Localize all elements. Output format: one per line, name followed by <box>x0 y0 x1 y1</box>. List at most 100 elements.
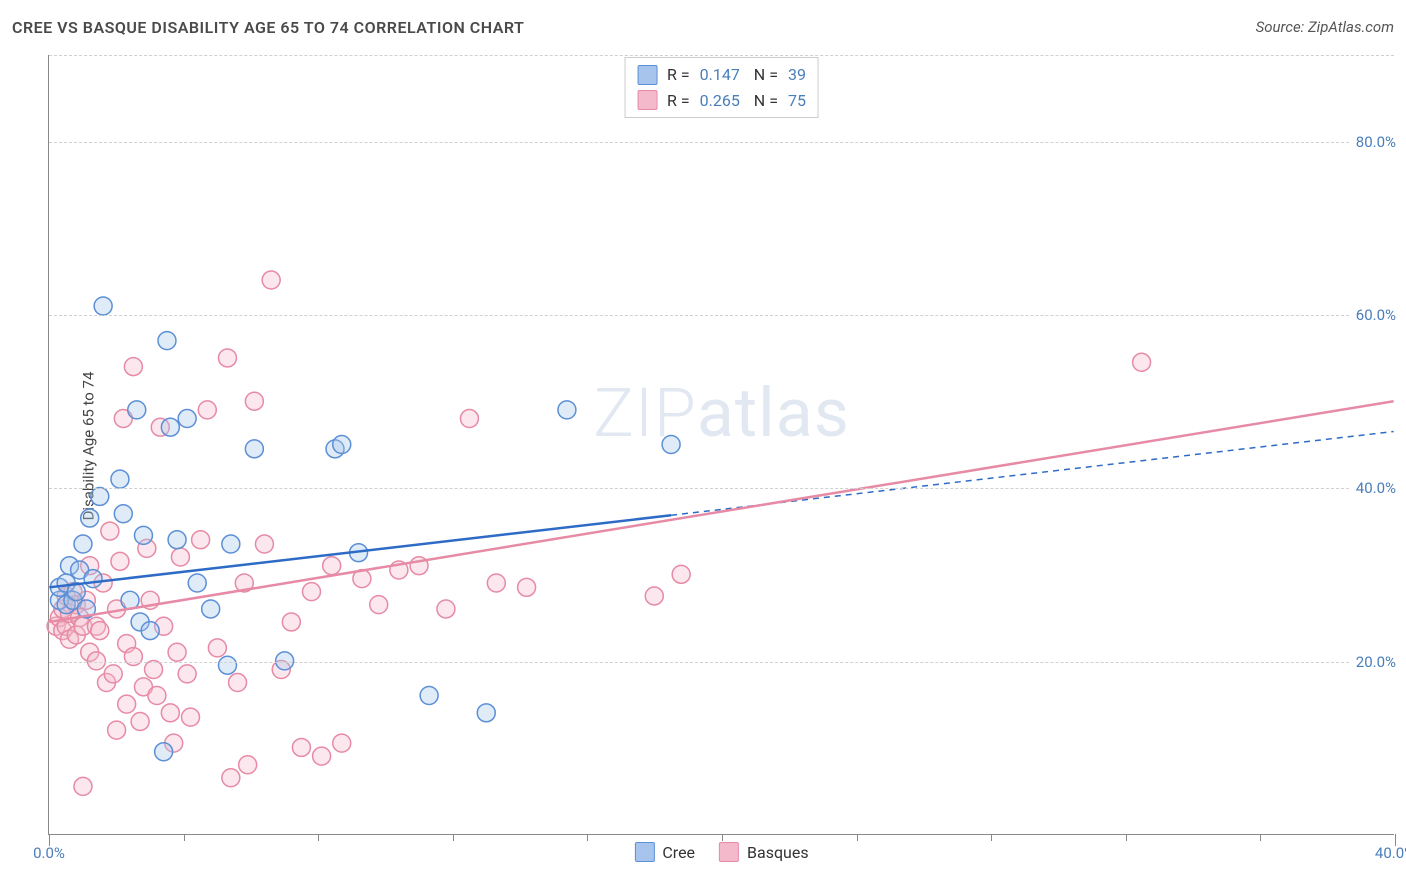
data-point-basques <box>198 401 216 419</box>
data-point-basques <box>182 708 200 726</box>
data-point-basques <box>255 535 273 553</box>
data-point-cree <box>161 418 179 436</box>
data-point-cree <box>202 600 220 618</box>
data-point-basques <box>108 721 126 739</box>
y-tick-label: 80.0% <box>1350 133 1396 151</box>
chart-source: Source: ZipAtlas.com <box>1256 18 1394 36</box>
x-tick-minor <box>1260 834 1261 841</box>
swatch-basques-icon <box>719 842 739 862</box>
n-value-basques: 75 <box>788 88 806 114</box>
data-point-basques <box>171 548 189 566</box>
data-point-cree <box>178 410 196 428</box>
data-point-cree <box>222 535 240 553</box>
gridline <box>49 315 1394 316</box>
plot-area: R = 0.147 N = 39 R = 0.265 N = 75 ZIPatl… <box>48 55 1394 835</box>
data-point-basques <box>303 583 321 601</box>
gridline <box>49 662 1394 663</box>
x-tick-minor <box>318 834 319 841</box>
data-point-basques <box>262 271 280 289</box>
data-point-cree <box>111 470 129 488</box>
x-tick-minor <box>991 834 992 841</box>
data-point-basques <box>111 552 129 570</box>
data-point-basques <box>118 695 136 713</box>
data-point-basques <box>245 392 263 410</box>
x-tick-label: 0.0% <box>33 844 65 862</box>
legend-item-cree: Cree <box>634 842 695 862</box>
data-point-cree <box>128 401 146 419</box>
data-point-basques <box>178 665 196 683</box>
data-point-cree <box>662 436 680 454</box>
data-point-basques <box>370 596 388 614</box>
y-tick-label: 20.0% <box>1350 653 1396 671</box>
data-point-cree <box>91 487 109 505</box>
swatch-cree-icon <box>634 842 654 862</box>
data-point-basques <box>222 769 240 787</box>
correlation-legend: R = 0.147 N = 39 R = 0.265 N = 75 <box>624 57 819 118</box>
x-tick-minor <box>722 834 723 841</box>
legend-label-basques: Basques <box>747 843 809 862</box>
scatter-svg <box>49 55 1394 834</box>
data-point-cree <box>84 570 102 588</box>
data-point-cree <box>477 704 495 722</box>
legend-item-basques: Basques <box>719 842 809 862</box>
data-point-cree <box>74 535 92 553</box>
data-point-basques <box>292 738 310 756</box>
gridline <box>49 488 1394 489</box>
data-point-basques <box>672 565 690 583</box>
data-point-basques <box>460 410 478 428</box>
data-point-cree <box>155 743 173 761</box>
data-point-basques <box>124 358 142 376</box>
y-tick-label: 40.0% <box>1350 479 1396 497</box>
data-point-cree <box>188 574 206 592</box>
r-value-cree: 0.147 <box>700 62 740 88</box>
data-point-basques <box>104 665 122 683</box>
data-point-cree <box>134 526 152 544</box>
data-point-basques <box>124 648 142 666</box>
swatch-cree <box>637 65 657 85</box>
data-point-basques <box>161 704 179 722</box>
n-value-cree: 39 <box>788 62 806 88</box>
trend-line-basques <box>49 401 1393 622</box>
r-value-basques: 0.265 <box>700 88 740 114</box>
data-point-cree <box>168 531 186 549</box>
data-point-basques <box>1133 353 1151 371</box>
data-point-basques <box>229 674 247 692</box>
data-point-cree <box>81 509 99 527</box>
chart-title: CREE VS BASQUE DISABILITY AGE 65 TO 74 C… <box>12 18 524 37</box>
data-point-basques <box>282 613 300 631</box>
x-tick-label: 40.0% <box>1375 844 1406 862</box>
data-point-cree <box>245 440 263 458</box>
data-point-basques <box>323 557 341 575</box>
data-point-cree <box>333 436 351 454</box>
data-point-basques <box>239 756 257 774</box>
legend-row-basques: R = 0.265 N = 75 <box>637 88 806 114</box>
legend-row-cree: R = 0.147 N = 39 <box>637 62 806 88</box>
gridline <box>49 142 1394 143</box>
x-tick-minor <box>857 834 858 841</box>
data-point-basques <box>131 712 149 730</box>
data-point-basques <box>168 643 186 661</box>
x-tick-minor <box>184 834 185 841</box>
data-point-basques <box>148 687 166 705</box>
data-point-basques <box>518 578 536 596</box>
data-point-basques <box>101 522 119 540</box>
data-point-basques <box>192 531 210 549</box>
y-tick-label: 60.0% <box>1350 306 1396 324</box>
series-legend: Cree Basques <box>634 842 808 862</box>
gridline <box>49 55 1394 56</box>
data-point-basques <box>74 777 92 795</box>
x-tick-minor <box>1126 834 1127 841</box>
data-point-cree <box>420 687 438 705</box>
data-point-basques <box>487 574 505 592</box>
data-point-basques <box>333 734 351 752</box>
x-tick-minor <box>453 834 454 841</box>
data-point-cree <box>141 622 159 640</box>
data-point-cree <box>114 505 132 523</box>
data-point-basques <box>208 639 226 657</box>
swatch-basques <box>637 90 657 110</box>
legend-label-cree: Cree <box>662 843 695 862</box>
data-point-basques <box>645 587 663 605</box>
data-point-cree <box>94 297 112 315</box>
data-point-basques <box>218 349 236 367</box>
data-point-basques <box>145 661 163 679</box>
